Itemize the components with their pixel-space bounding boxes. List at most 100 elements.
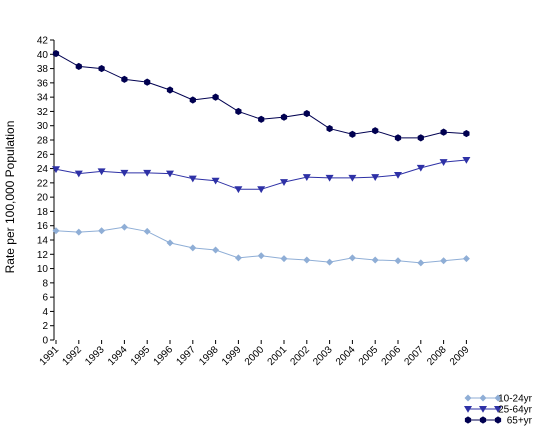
data-point	[52, 166, 60, 174]
y-tick-label: 28	[37, 136, 49, 147]
data-point	[234, 254, 242, 262]
data-point	[394, 134, 402, 142]
data-point	[303, 109, 310, 118]
legend-marker	[479, 394, 487, 402]
x-tick-label: 1991	[38, 344, 62, 368]
data-point	[235, 107, 242, 116]
data-point	[280, 179, 288, 186]
series-layer	[52, 49, 471, 267]
data-point	[371, 174, 380, 181]
legend-item: 65+yr	[464, 416, 533, 427]
series-line	[55, 53, 467, 139]
y-tick-label: 36	[37, 78, 49, 89]
y-tick-label: 32	[37, 107, 49, 118]
data-point	[52, 49, 60, 58]
y-tick-label: 4	[42, 307, 48, 318]
x-tick-label: 1999	[220, 344, 244, 368]
data-point	[74, 170, 83, 178]
data-point	[98, 227, 106, 235]
data-point	[189, 244, 197, 252]
data-point	[303, 256, 311, 264]
x-tick-label: 1995	[129, 344, 153, 368]
legend-marker	[494, 394, 502, 402]
x-tick-label: 1997	[174, 344, 198, 368]
legend-item: 25-64yr	[464, 405, 533, 416]
data-point	[463, 129, 470, 138]
legend-item: 10-24yr	[464, 394, 533, 405]
y-tick-label: 24	[37, 164, 49, 175]
y-tick-label: 26	[37, 150, 49, 161]
y-tick-label: 16	[37, 221, 49, 232]
y-tick-label: 6	[42, 293, 48, 304]
series-65+yr	[52, 49, 470, 142]
x-tick-label: 2001	[266, 344, 290, 368]
data-point	[97, 168, 106, 176]
legend-label: 10-24yr	[498, 394, 533, 405]
legend-marker	[494, 406, 502, 413]
y-tick-label: 10	[37, 264, 49, 275]
data-point	[372, 127, 379, 135]
legend-marker	[479, 416, 487, 424]
x-tick-label: 2004	[334, 344, 358, 368]
data-point	[257, 252, 265, 260]
data-point	[52, 227, 60, 235]
x-tick-label: 2002	[288, 344, 312, 368]
data-point	[302, 174, 311, 181]
y-tick-label: 22	[37, 178, 49, 189]
data-point	[212, 246, 220, 254]
y-tick-label: 12	[37, 250, 49, 261]
data-point	[121, 75, 128, 83]
y-tick-label: 14	[37, 236, 49, 247]
x-tick-label: 2008	[425, 344, 449, 368]
data-point	[280, 255, 288, 263]
y-tick-label: 34	[37, 93, 49, 104]
data-point	[75, 228, 83, 236]
data-point	[212, 93, 219, 101]
data-point	[394, 172, 402, 179]
data-point	[348, 174, 357, 182]
data-point	[211, 177, 220, 185]
data-point	[348, 254, 356, 262]
x-tick-label: 1994	[106, 344, 130, 368]
legend-label: 65+yr	[507, 416, 533, 427]
data-point	[166, 170, 174, 178]
y-tick-label: 0	[42, 336, 48, 347]
data-point	[258, 115, 265, 123]
series-25-64yr	[52, 157, 471, 194]
data-point	[371, 256, 379, 264]
legend-marker	[494, 416, 502, 424]
data-point	[326, 258, 334, 266]
data-point	[188, 175, 197, 183]
data-point	[143, 227, 151, 235]
data-point	[349, 130, 356, 138]
data-point	[189, 96, 196, 104]
data-point	[326, 124, 333, 133]
y-tick-label: 2	[42, 321, 48, 332]
legend-marker	[464, 416, 472, 424]
y-tick-label: 38	[37, 64, 49, 75]
y-axis-label: Rate per 100,000 Population	[3, 121, 17, 274]
x-tick-label: 1993	[83, 344, 107, 368]
data-point	[325, 174, 334, 182]
data-point	[439, 159, 448, 166]
data-point	[440, 128, 447, 136]
series-10-24yr	[52, 223, 470, 267]
legend-marker	[464, 394, 472, 402]
x-tick-label: 1998	[197, 344, 221, 368]
data-point	[98, 64, 105, 73]
data-point	[166, 86, 174, 94]
data-point	[120, 169, 129, 177]
data-point	[166, 239, 174, 247]
x-tick-label: 2009	[448, 344, 472, 368]
data-point	[417, 259, 425, 267]
data-point	[417, 134, 424, 142]
data-point	[144, 78, 151, 86]
data-point	[280, 113, 288, 121]
data-point	[440, 257, 448, 265]
data-point	[143, 169, 152, 177]
y-tick-label: 8	[42, 278, 48, 289]
x-tick-label: 1992	[60, 344, 84, 368]
data-point	[257, 186, 266, 194]
data-point	[462, 157, 471, 164]
